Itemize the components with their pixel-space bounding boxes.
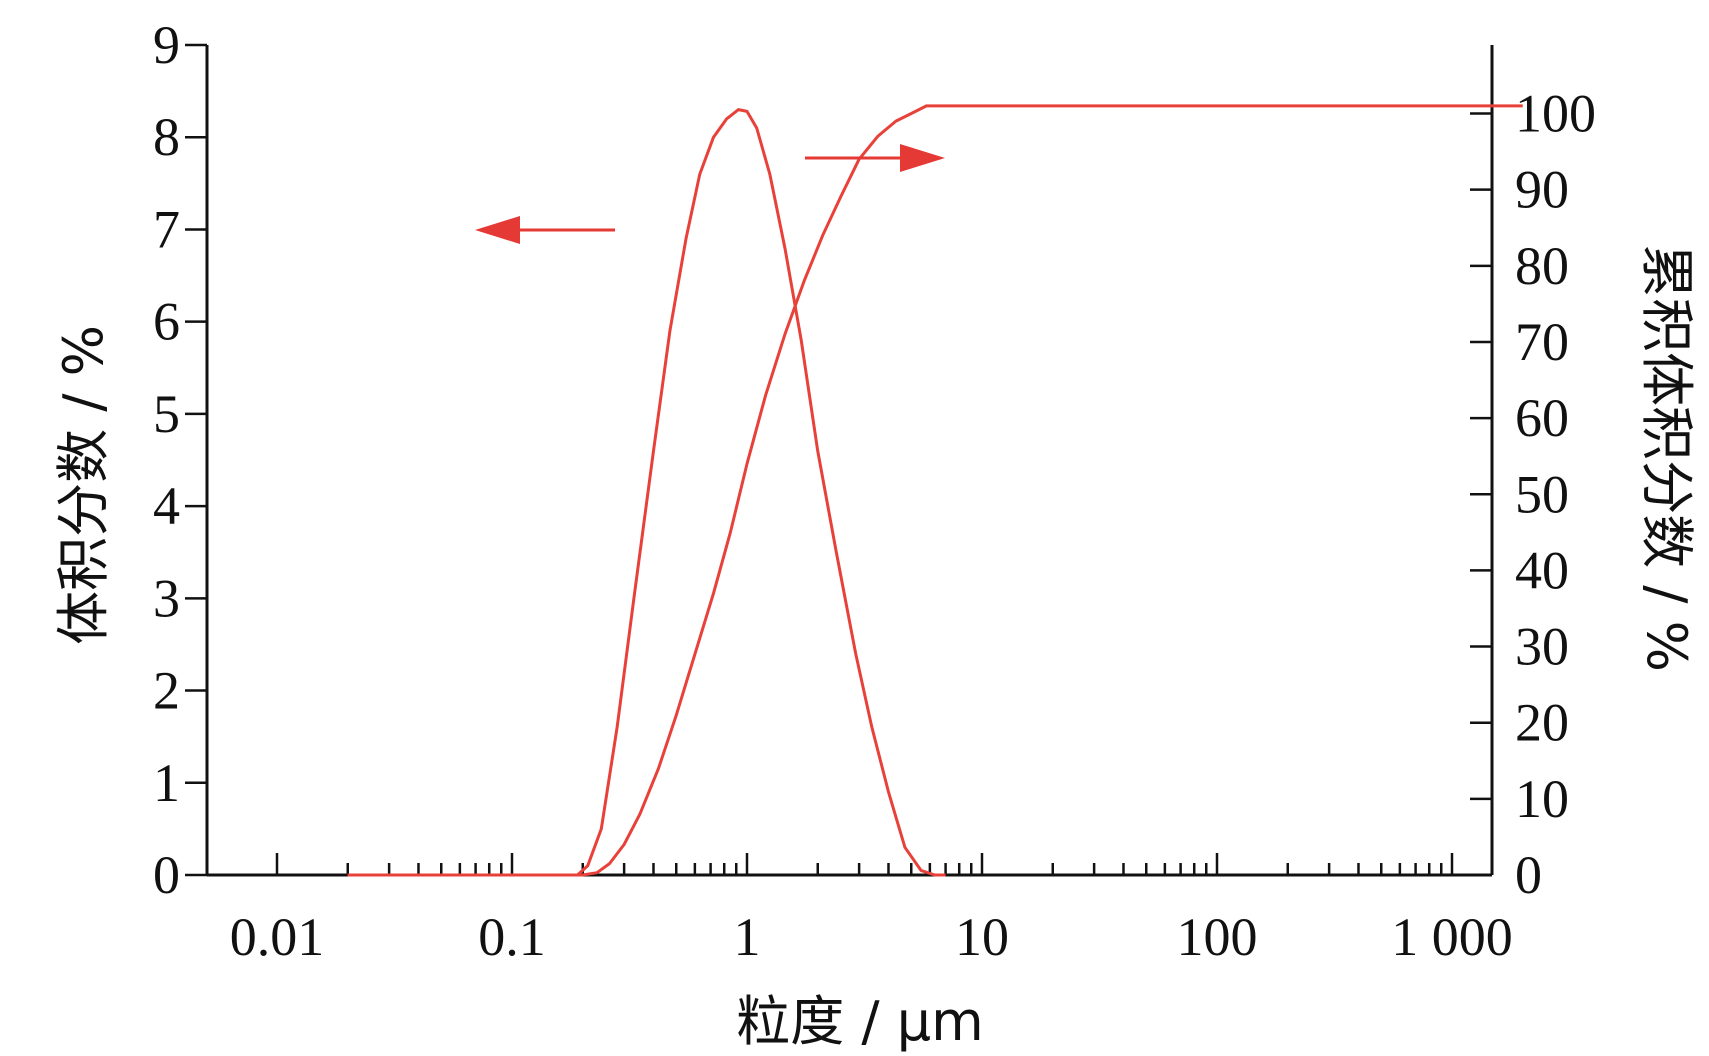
y2-tick-label: 80 (1515, 236, 1569, 296)
cumulative-curve (347, 104, 1523, 877)
x-tick-label: 1 000 (1391, 907, 1513, 967)
y2-tick-label: 70 (1515, 312, 1569, 372)
x-tick-label: 10 (955, 907, 1009, 967)
y2-tick-label: 50 (1515, 464, 1569, 524)
annotations (475, 144, 945, 244)
y-tick-label: 6 (153, 292, 180, 352)
ticks (185, 43, 1492, 877)
y2-tick-label: 90 (1515, 160, 1569, 220)
x-tick-label: 0.01 (230, 907, 325, 967)
y2-tick-label: 30 (1515, 617, 1569, 677)
y-axis-title: 体积分数 / % (52, 325, 115, 645)
y-tick-label: 5 (153, 384, 180, 444)
y2-tick-label: 20 (1515, 693, 1569, 753)
y-tick-label: 0 (153, 845, 180, 905)
x-tick-label: 100 (1177, 907, 1258, 967)
y2-tick-label: 10 (1515, 769, 1569, 829)
distribution-curve (347, 108, 946, 877)
y2-axis-title: 累积体积分数 / % (1635, 244, 1698, 672)
plot-series (347, 104, 1523, 877)
y-tick-label: 8 (153, 107, 180, 167)
y-tick-label: 4 (153, 476, 180, 536)
y-tick-label: 1 (153, 753, 180, 813)
y-tick-label: 7 (153, 199, 180, 259)
x-tick-label: 0.1 (478, 907, 546, 967)
right-axis-arrow-head (900, 144, 945, 172)
y-tick-label: 3 (153, 568, 180, 628)
x-axis-title: 粒度 / μm (736, 990, 983, 1053)
y2-tick-label: 0 (1515, 845, 1542, 905)
x-tick-label: 1 (734, 907, 761, 967)
y-tick-label: 2 (153, 661, 180, 721)
left-axis-arrow-head (475, 216, 520, 244)
y-tick-label: 9 (153, 15, 180, 75)
y2-tick-label: 60 (1515, 388, 1569, 448)
y2-tick-label: 100 (1515, 84, 1596, 144)
axes (205, 45, 1494, 877)
y2-tick-label: 40 (1515, 540, 1569, 600)
